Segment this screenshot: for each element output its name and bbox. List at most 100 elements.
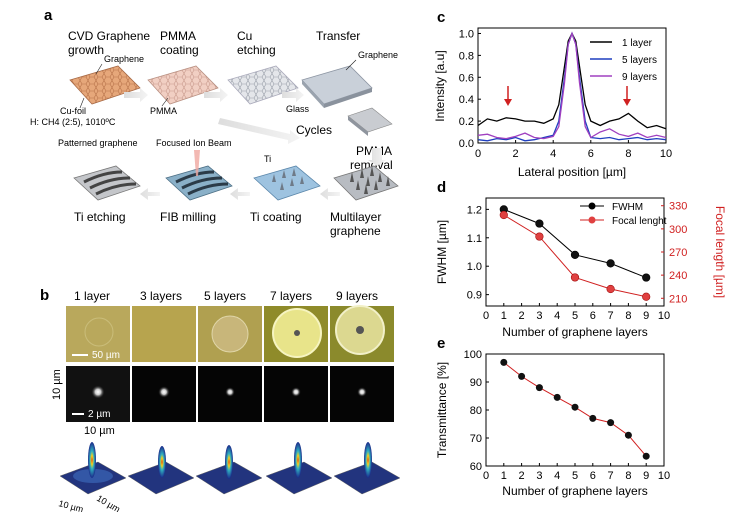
series-d-point-0-2 [570, 250, 580, 259]
glass-label: Glass [286, 104, 310, 114]
top-label-10um: 10 µm [84, 425, 115, 437]
panel-a: a CVD Graphene growth PMMA coating Cu et… [30, 7, 399, 238]
surface-7-peak [294, 442, 302, 478]
e-xtick-0: 0 [483, 470, 489, 482]
c-ytick-1: 0.2 [459, 116, 474, 128]
ti-etch-plate [73, 165, 141, 201]
series-e-point-7 [624, 431, 632, 439]
micrograph-3-layers [132, 306, 196, 362]
scale-label-50: 50 µm [92, 350, 120, 361]
step-transfer: Transfer [316, 29, 360, 43]
panel-b: b 1 layer 3 layers 5 layers 7 layers 9 l… [40, 287, 401, 512]
spot-glow-3 [158, 386, 170, 398]
cu-etched-plate [227, 65, 299, 105]
column-3-layers: 3 layers [140, 289, 182, 303]
series-e-point-6 [607, 419, 615, 427]
d-xtick-5: 5 [572, 310, 578, 322]
ti-label: Ti [264, 154, 271, 164]
growth-conditions: H: CH4 (2:5), 1010ºC [30, 117, 116, 127]
d-xtick-3: 3 [536, 310, 542, 322]
series-e-point-8 [642, 452, 650, 460]
legend-d-fwhm: FWHM [612, 202, 643, 213]
c-ytick-0: 0.0 [459, 138, 474, 150]
legend-c-9-layers: 9 layers [622, 72, 657, 83]
d-ytick-2: 1.1 [467, 233, 482, 245]
d-xtick-1: 1 [501, 310, 507, 322]
panel-d: d 0 1 2 3 4 5 6 7 8 9 10 0.9 1.0 1.1 1.2 210 240 270 300 33… [435, 179, 727, 339]
graphene-pointer-1 [95, 63, 103, 75]
pmma-pointer [161, 97, 169, 107]
e-xtick-9: 9 [643, 470, 649, 482]
patterned-graphene-label: Patterned graphene [58, 138, 138, 148]
series-d-point-1-1 [535, 232, 544, 241]
panel-e: e 0 1 2 3 4 5 6 7 8 9 10 60 70 80 90 100 Number of grap… [435, 335, 670, 498]
e-ytick-4: 100 [464, 349, 482, 361]
d-xtick-10: 10 [658, 310, 670, 322]
legend-d-marker-focal [588, 216, 596, 224]
pmma-plate [147, 65, 219, 105]
surface-5-peak [225, 445, 233, 479]
series-e-point-0 [500, 358, 508, 366]
e-ytick-2: 80 [470, 405, 482, 417]
d-ytick-1: 1.0 [467, 261, 482, 273]
micrograph-1-layer [66, 306, 130, 362]
series-d-point-1-3 [606, 284, 615, 294]
ion-beam [194, 150, 200, 176]
step-multilayer-line1: Multilayer [330, 210, 381, 224]
pmma-label: PMMA [150, 106, 177, 116]
d-ytick-right-1: 240 [669, 270, 687, 282]
arrow-4 [320, 188, 340, 200]
step-fib-milling: FIB milling [160, 210, 216, 224]
chart-c-frame [477, 27, 667, 144]
chart-e-ticks: 0 1 2 3 4 5 6 7 8 9 10 60 70 80 90 100 [464, 349, 670, 482]
e-ytick-3: 90 [470, 377, 482, 389]
column-7-layers: 7 layers [270, 289, 312, 303]
column-9-layers: 9 layers [336, 289, 378, 303]
c-xtick-5: 10 [660, 148, 672, 160]
fib-plate [165, 165, 233, 201]
surface-plots [59, 442, 401, 495]
legend-d-marker-fwhm [588, 202, 596, 210]
surface-7-layers [265, 461, 333, 495]
arrow-down [368, 148, 386, 166]
c-xtick-2: 4 [550, 148, 556, 160]
series-e-point-4 [571, 403, 579, 411]
glass-plate [301, 65, 373, 105]
ti-coating-plate [253, 165, 321, 201]
glass-plate-front [324, 88, 372, 108]
c-xtick-1: 2 [513, 148, 519, 160]
e-xtick-4: 4 [554, 470, 560, 482]
panel-e-label: e [437, 335, 445, 352]
panel-c: c 0 2 4 6 8 10 0.0 0.2 0.4 0.6 0.8 1.0 Lateral posi… [433, 9, 672, 179]
pmma-removal-plate [347, 107, 393, 133]
series-d-point-1-4 [642, 292, 651, 301]
legend-c-1-layer: 1 layer [622, 38, 653, 49]
d-ytick-right-0: 210 [669, 293, 687, 305]
patterned-graphene-lines [83, 170, 137, 196]
panel-c-label: c [437, 9, 445, 26]
spot-glow-9 [357, 387, 367, 397]
graphene-pointer-2 [345, 59, 357, 71]
d-xtick-2: 2 [519, 310, 525, 322]
c-xtick-0: 0 [475, 148, 481, 160]
arrow-6 [140, 188, 160, 200]
lens-disc-5 [211, 315, 249, 353]
column-5-layers: 5 layers [204, 289, 246, 303]
d-ytick-right-2: 270 [669, 247, 687, 259]
e-xtick-7: 7 [608, 470, 614, 482]
series-e-point-2 [535, 384, 543, 392]
c-ytick-5: 1.0 [459, 28, 474, 40]
step-multilayer-line2: graphene [330, 224, 381, 238]
cu-foil-pointer [79, 97, 85, 109]
arrow-5 [230, 188, 250, 200]
chart-c-legend: 1 layer 5 layers 9 layers [590, 38, 657, 83]
legend-d-focal: Focal lenght [612, 216, 667, 227]
e-xtick-6: 6 [590, 470, 596, 482]
d-ytick-right-4: 330 [669, 201, 687, 213]
e-ytick-0: 60 [470, 461, 482, 473]
c-ytick-3: 0.6 [459, 72, 474, 84]
spot-glow-7 [291, 387, 301, 397]
lens-center-7 [294, 330, 300, 336]
d-ytick-0: 0.9 [467, 290, 482, 302]
